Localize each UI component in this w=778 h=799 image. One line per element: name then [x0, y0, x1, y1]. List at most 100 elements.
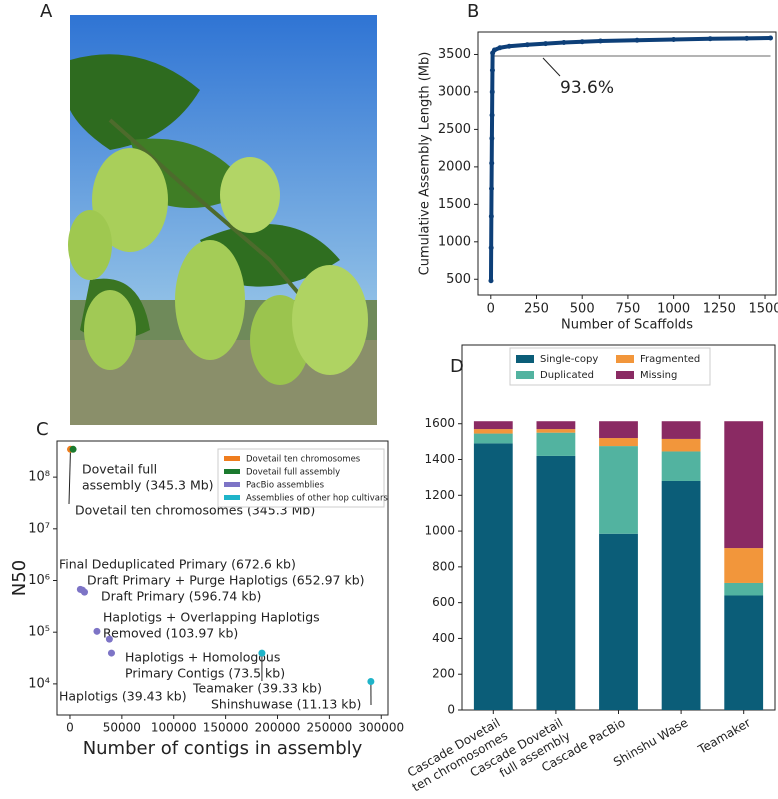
point: [768, 35, 774, 41]
bar-segment: [599, 438, 638, 447]
point-label: Draft Primary + Purge Haplotigs (652.97 …: [87, 573, 365, 588]
photo-hop-cone: [292, 265, 368, 375]
point: [107, 649, 115, 657]
point: [105, 635, 113, 643]
y-axis-label: N50: [9, 560, 30, 596]
annotation: 93.6%: [560, 78, 614, 98]
photo-hop-cone: [92, 148, 168, 252]
bar-segment: [661, 480, 701, 710]
point-label: Haplotigs + Homologous: [125, 650, 280, 665]
legend-label: Fragmented: [640, 354, 700, 365]
bar-segment: [599, 446, 638, 534]
point: [491, 47, 497, 53]
y-tick-label: 3500: [438, 47, 471, 62]
x-tick-label: 0: [66, 721, 74, 735]
y-tick-label: 1600: [424, 416, 455, 430]
point: [488, 278, 494, 284]
x-tick-label: 200000: [255, 721, 301, 735]
legend-swatch: [224, 456, 240, 461]
point: [579, 39, 585, 45]
bar-segment: [536, 432, 576, 456]
x-tick-label: 300000: [358, 721, 404, 735]
y-tick-label: 0: [447, 703, 455, 717]
point: [489, 160, 495, 166]
legend-label: Single-copy: [540, 354, 598, 365]
point: [258, 649, 266, 657]
x-tick-label: 50000: [103, 721, 141, 735]
photo-hop-cone: [220, 157, 280, 233]
point-label: Removed (103.97 kb): [103, 626, 238, 641]
point: [561, 39, 567, 45]
bar-segment: [473, 443, 513, 710]
bar-segment: [661, 451, 701, 481]
y-tick-label: 1400: [424, 452, 455, 466]
point: [489, 89, 495, 95]
legend-box: [509, 347, 711, 386]
bar-segment: [724, 421, 764, 549]
bar-segment: [473, 429, 513, 434]
bar-segment: [599, 421, 638, 439]
legend-swatch: [616, 371, 634, 379]
point: [543, 41, 549, 47]
annotation-pointer: [542, 57, 561, 77]
x-tick-label: 500: [570, 302, 595, 317]
point-label: Haplotigs + Overlapping Haplotigs: [103, 610, 320, 625]
panel-label: C: [36, 419, 49, 440]
point-label: Dovetail full: [82, 462, 157, 477]
point: [489, 112, 495, 118]
y-tick-label: 800: [432, 559, 455, 573]
bar-segment: [536, 455, 576, 710]
point: [671, 36, 677, 42]
plot-frame: [477, 31, 777, 296]
point-label: Shinshuwase (11.13 kb): [211, 697, 361, 712]
x-tick-label: 250000: [306, 721, 352, 735]
bar-segment: [724, 582, 764, 596]
photo-hop-cone: [175, 240, 245, 360]
x-tick-label: 1250: [703, 302, 736, 317]
x-axis-label: Number of contigs in assembly: [83, 738, 363, 759]
legend-label: Duplicated: [540, 370, 594, 381]
y-tick-label: 10⁶: [28, 573, 50, 588]
plot-frame: [56, 440, 389, 716]
point: [497, 45, 503, 51]
x-tick-label: 750: [616, 302, 641, 317]
bar-segment: [661, 421, 701, 439]
photo-leaf: [70, 54, 200, 150]
x-tick-label: 100000: [151, 721, 197, 735]
x-tick-label: 1000: [657, 302, 690, 317]
point-label: Primary Contigs (73.5 kb): [125, 666, 285, 681]
bar-segment: [724, 595, 764, 710]
point-label: Teamaker (39.33 kb): [192, 681, 322, 696]
photo: [68, 15, 377, 425]
legend-swatch: [224, 482, 240, 487]
legend-label: Dovetail full assembly: [246, 468, 340, 478]
y-tick-label: 10⁴: [28, 676, 50, 691]
bar-segment: [661, 438, 701, 452]
bar-segment: [473, 421, 513, 430]
point-label: assembly (345.3 Mb): [82, 478, 214, 493]
legend-box: [217, 448, 385, 508]
legend-swatch: [616, 355, 634, 363]
point: [489, 135, 495, 141]
y-tick-label: 2000: [438, 159, 471, 174]
point-label: Final Deduplicated Primary (672.6 kb): [59, 557, 296, 572]
point: [488, 213, 494, 219]
legend-label: Missing: [640, 370, 677, 381]
x-tick-label: 150000: [203, 721, 249, 735]
x-tick-label: Teamaker: [695, 715, 753, 757]
y-tick-label: 600: [432, 595, 455, 609]
series-line: [488, 35, 771, 281]
legend-swatch: [516, 355, 534, 363]
y-tick-label: 10⁷: [28, 521, 50, 536]
y-tick-label: 1200: [424, 488, 455, 502]
point: [80, 588, 88, 596]
point: [488, 245, 494, 251]
point: [524, 42, 530, 48]
x-tick-label: 0: [487, 302, 495, 317]
y-tick-label: 1000: [424, 524, 455, 538]
legend-label: Assemblies of other hop cultivars: [246, 494, 388, 504]
y-tick-label: 1000: [438, 234, 471, 249]
bar-segment: [599, 533, 638, 710]
x-tick-label: 250: [524, 302, 549, 317]
